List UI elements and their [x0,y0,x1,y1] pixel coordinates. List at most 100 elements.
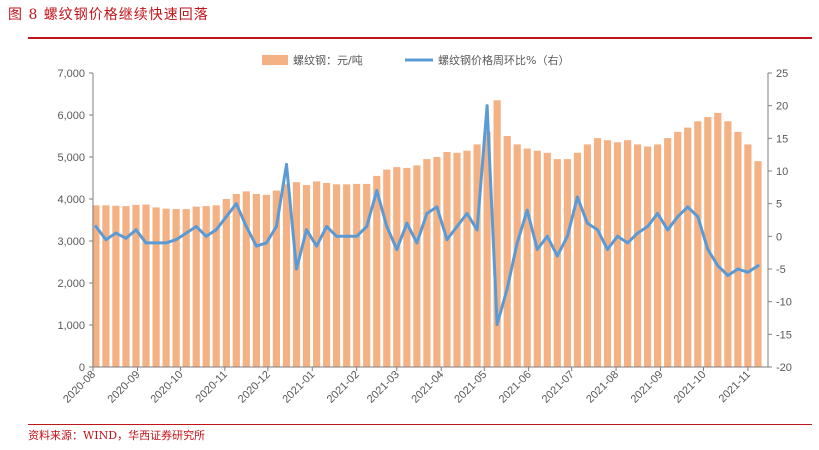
line-point [395,247,399,251]
line-point [94,225,98,228]
bar [754,161,762,367]
line-series [94,104,760,326]
bar [212,205,220,367]
line-point [626,241,630,245]
bar [383,169,391,367]
line-point [345,234,349,238]
line-point [756,264,760,268]
x-tick-label: 2021-08 [584,369,621,406]
bar [443,152,451,367]
bar [393,167,401,367]
line-point [585,221,589,225]
bar [252,194,260,367]
y-axis-right-ticks: -20 -15 -10 -5 0 5 10 15 20 25 [768,68,792,374]
line-point [746,270,750,274]
legend: 螺纹钢：元/吨 螺纹钢价格周环比%（右） [262,53,569,67]
y-right-tick-label: -5 [776,264,786,276]
bar [483,131,491,367]
x-tick-label: 2021-06 [497,369,534,406]
y-left-tick-label: 2,000 [57,278,85,290]
bar [603,140,612,367]
line-point [325,225,329,228]
line-point [736,267,740,271]
line-point [445,238,449,242]
line-point [355,234,359,238]
y-left-tick-label: 5,000 [57,152,85,164]
bar [343,184,351,367]
line-point [636,231,640,235]
y-right-tick-label: 10 [776,166,788,178]
title-divider [28,37,812,39]
y-left-tick-label: 6,000 [57,110,85,122]
line-point [335,234,339,238]
line-point [174,238,178,242]
bar [313,181,321,367]
bar [553,159,561,367]
y-right-tick-label: 5 [776,199,782,211]
bar [292,182,301,367]
line-point [385,225,389,228]
bar [493,100,501,368]
line-point [124,236,128,240]
line-point [144,241,148,245]
bar [654,144,662,367]
line-point [234,202,238,206]
bar [583,144,591,367]
bar [353,183,361,367]
bar [162,208,170,367]
y-right-tick-label: 0 [776,231,782,243]
bar [282,184,291,367]
bar [453,152,461,367]
bar [102,205,110,367]
bar [724,121,732,367]
line-point [295,267,298,271]
y-right-tick-label: 15 [776,133,788,145]
line-point [495,323,499,326]
line-point [254,244,258,248]
bar [323,183,331,367]
line-point [646,225,650,228]
line-point [515,241,519,245]
line-point [214,228,218,232]
line-point [365,225,369,228]
bar [152,207,160,367]
axes [92,73,769,368]
line-point [264,241,268,245]
y-left-tick-label: 7,000 [57,68,85,80]
line-point [455,225,459,228]
bar [423,159,431,367]
y-left-tick-label: 4,000 [57,194,85,206]
x-tick-label: 2021-09 [629,369,666,406]
bar [714,112,722,368]
line-point [686,205,690,209]
bar [172,209,180,367]
bar [363,183,371,367]
legend-label-bar: 螺纹钢：元/吨 [293,53,363,67]
bar [222,199,230,367]
bar [634,144,642,367]
line-point [565,234,569,238]
line-point [154,241,158,245]
bar [533,150,541,367]
bar [112,205,120,367]
bar [734,131,742,367]
x-tick-label: 2020-09 [106,369,143,406]
bar [744,144,752,367]
figure-title: 图 8 螺纹钢价格继续快速回落 [8,7,209,23]
source-note: 资料来源：WIND，华西证券研究所 [28,429,206,442]
line-point [285,163,288,166]
line-point [656,212,660,215]
source-divider [28,424,812,425]
x-tick-label: 2021-03 [365,369,402,406]
line-point [465,212,469,215]
x-tick-label: 2020-12 [236,369,273,406]
bar [403,167,411,367]
line-point [726,274,730,277]
bar [513,144,521,367]
line-point [104,238,108,242]
y-right-tick-label: 20 [776,101,788,113]
bar [664,138,672,367]
y-right-tick-label: -10 [776,297,792,309]
bar [694,121,702,367]
